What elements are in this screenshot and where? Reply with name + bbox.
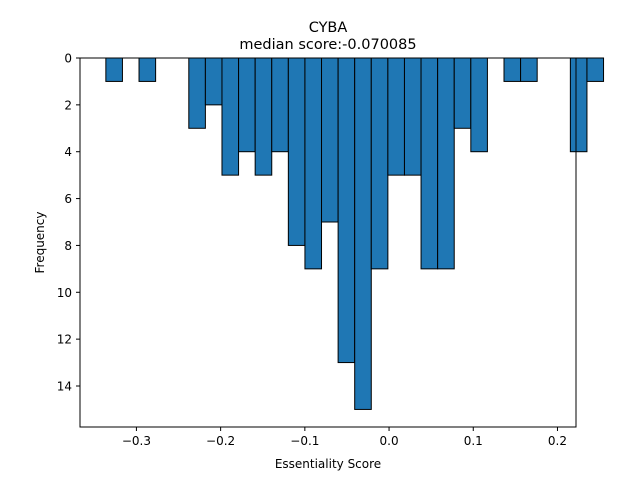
y-tick-label: 8: [64, 239, 72, 253]
x-tick-label: −0.2: [206, 434, 235, 448]
x-tick-label: −0.3: [122, 434, 151, 448]
y-tick-label: 0: [64, 52, 72, 66]
x-axis-label: Essentiality Score: [275, 457, 381, 471]
y-tick-label: 4: [64, 145, 72, 159]
y-axis-ticks: 0 2 4 6 8 10 12 14: [57, 52, 80, 394]
histogram-bar: [387, 57, 405, 176]
y-tick-label: 2: [64, 98, 72, 112]
histogram-bar: [204, 57, 223, 106]
histogram-bar: [437, 57, 455, 270]
x-axis-ticks: −0.3 −0.2 −0.1 0.0 0.1 0.2: [122, 427, 567, 448]
histogram-bar: [321, 57, 339, 223]
x-tick-label: 0.2: [548, 434, 567, 448]
histogram-bar: [254, 57, 273, 176]
y-axis-label: Frequency: [33, 212, 47, 274]
histogram-bar: [403, 57, 422, 176]
histogram-bar: [271, 57, 289, 153]
histogram-bar: [569, 57, 588, 153]
histogram-bar: [354, 57, 372, 410]
histogram-bar: [370, 57, 389, 270]
chart-subtitle: median score:-0.070085: [239, 37, 416, 53]
histogram-bar: [453, 57, 472, 129]
histogram-bar: [287, 57, 306, 246]
histogram-bar: [188, 57, 206, 129]
histogram-bar: [586, 57, 605, 82]
histogram-bar: [238, 57, 256, 153]
histogram-bar: [503, 57, 522, 82]
y-tick-label: 14: [57, 380, 72, 394]
y-tick-label: 10: [57, 286, 72, 300]
histogram-bar: [520, 57, 538, 82]
histogram-bar: [420, 57, 439, 270]
x-tick-label: −0.1: [290, 434, 319, 448]
x-tick-label: 0.1: [464, 434, 483, 448]
plot-frame: [79, 57, 577, 428]
histogram-bar: [304, 57, 323, 270]
x-tick-label: 0.0: [380, 434, 399, 448]
histogram-bar: [337, 57, 356, 364]
bars-group: [105, 57, 605, 410]
histogram-bar: [105, 57, 123, 82]
chart-title: CYBA: [309, 20, 348, 36]
histogram-bar: [470, 57, 488, 153]
histogram-bar: [138, 57, 157, 82]
histogram-bar: [221, 57, 240, 176]
y-tick-label: 12: [57, 333, 72, 347]
y-tick-label: 6: [64, 192, 72, 206]
